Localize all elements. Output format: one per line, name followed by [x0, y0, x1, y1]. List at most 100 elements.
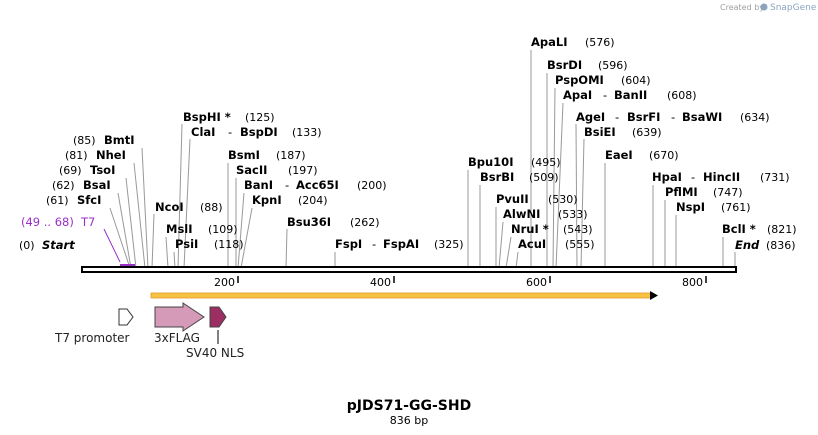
- site-tsoi[interactable]: TsoI: [90, 163, 115, 177]
- site-pos-nspi: (761): [721, 201, 751, 214]
- primer-range: (49 .. 68): [21, 215, 74, 229]
- site-bsmi[interactable]: BsmI: [228, 148, 260, 162]
- site-pos-bmti: (85): [73, 134, 96, 147]
- site-pos-pflmi: (747): [713, 186, 743, 199]
- site-sep-agei: -: [615, 110, 619, 124]
- site-pos-apali: (576): [585, 36, 615, 49]
- primer-name[interactable]: T7: [80, 215, 95, 229]
- site-fspai[interactable]: FspAI: [383, 237, 419, 251]
- site-pos-bani: (200): [357, 179, 387, 192]
- site-nspi[interactable]: NspI: [676, 200, 705, 214]
- site-pos-bsrdi: (596): [598, 59, 628, 72]
- site-pos-ncoi: (88): [200, 201, 223, 214]
- site-pos-tsoi: (69): [59, 164, 82, 177]
- orf-arrow[interactable]: [150, 291, 658, 300]
- plasmid-length: 836 bp: [390, 414, 428, 427]
- site-bsawi[interactable]: BsaWI: [682, 110, 722, 124]
- tick-label-400: 400: [370, 276, 391, 289]
- flag-feature-arrow[interactable]: [154, 302, 205, 332]
- site-acc65i[interactable]: Acc65I: [296, 178, 339, 192]
- site-leader-lines: [109, 50, 736, 269]
- site-sep-hpai: -: [691, 170, 695, 184]
- credit-brand: SnapGene: [770, 3, 817, 13]
- site-pos-bcli: (821): [767, 223, 797, 236]
- tick-label-200: 200: [214, 276, 235, 289]
- ruler-ticks: [237, 276, 707, 283]
- end-label: End: [735, 238, 760, 252]
- site-bpu10i[interactable]: Bpu10I: [468, 155, 513, 169]
- site-pos-kpni: (204): [298, 194, 328, 207]
- tick-label-600: 600: [526, 276, 547, 289]
- site-pflmi[interactable]: PflMI: [665, 185, 698, 199]
- site-pos-hpai: (731): [760, 171, 790, 184]
- site-bspdi[interactable]: BspDI: [240, 125, 278, 139]
- site-psii[interactable]: PsiI: [175, 237, 198, 251]
- site-acui[interactable]: AcuI: [518, 237, 546, 251]
- site-pos-bsiei: (639): [632, 126, 662, 139]
- site-nhei[interactable]: NheI: [96, 148, 126, 162]
- site-pos-sacii: (197): [288, 164, 318, 177]
- site-ncoi[interactable]: NcoI: [155, 200, 184, 214]
- site-pos-psii: (118): [214, 238, 244, 251]
- site-pos-clai: (133): [292, 126, 322, 139]
- site-bcli[interactable]: BclI *: [722, 222, 756, 236]
- feature-label-sv40-nls: SV40 NLS: [186, 346, 244, 360]
- site-pos-bsphi: (125): [245, 111, 275, 124]
- site-agei[interactable]: AgeI: [576, 110, 605, 124]
- tick-label-800: 800: [682, 276, 703, 289]
- site-pos-alwni: (533): [558, 208, 588, 221]
- site-fspi[interactable]: FspI: [335, 237, 362, 251]
- site-bsiei[interactable]: BsiEI: [584, 125, 616, 139]
- site-hincii[interactable]: HincII: [703, 170, 740, 184]
- site-pos-bsmi: (187): [276, 149, 306, 162]
- t7-promoter-arrow[interactable]: [118, 308, 134, 326]
- nls-feature-arrow[interactable]: [209, 306, 227, 328]
- site-pos-sfci: (61): [46, 194, 69, 207]
- site-pos-bpu10i: (495): [531, 156, 561, 169]
- site-pvuii[interactable]: PvuII: [496, 192, 529, 206]
- site-sep-bsrfi: -: [671, 110, 675, 124]
- site-pos-pvuii: (530): [548, 193, 578, 206]
- site-bani[interactable]: BanI: [244, 178, 273, 192]
- plasmid-title: pJDS71-GG-SHD: [347, 398, 471, 414]
- site-pos-nhei: (81): [65, 149, 88, 162]
- site-kpni[interactable]: KpnI: [252, 193, 282, 207]
- site-sacii[interactable]: SacII: [236, 163, 267, 177]
- site-sfci[interactable]: SfcI: [77, 193, 101, 207]
- site-bsai[interactable]: BsaI: [83, 178, 111, 192]
- site-bsrbi[interactable]: BsrBI: [480, 170, 514, 184]
- site-bsphi[interactable]: BspHI *: [183, 110, 231, 124]
- site-bsrdi[interactable]: BsrDI: [547, 58, 582, 72]
- site-pos-bsrbi: (509): [529, 171, 559, 184]
- site-pos-eaei: (670): [649, 149, 679, 162]
- site-msli[interactable]: MslI: [166, 222, 193, 236]
- site-eaei[interactable]: EaeI: [605, 148, 633, 162]
- start-label: Start: [42, 238, 75, 252]
- end-pos: (836): [766, 239, 796, 252]
- site-sep-bani: -: [285, 178, 289, 192]
- site-bsu36i[interactable]: Bsu36I: [287, 215, 331, 229]
- site-alwni[interactable]: AlwNI: [503, 207, 540, 221]
- dna-backbone: [81, 266, 737, 273]
- site-banii[interactable]: BanII: [614, 88, 647, 102]
- site-sep-clai: -: [228, 125, 232, 139]
- site-clai[interactable]: ClaI: [191, 125, 215, 139]
- site-bsrfi[interactable]: BsrFI: [627, 110, 660, 124]
- start-pos: (0): [19, 239, 35, 252]
- site-pos-apai: (608): [667, 89, 697, 102]
- site-pspomi[interactable]: PspOMI: [555, 73, 604, 87]
- site-sep-fspi: -: [372, 237, 376, 251]
- site-apali[interactable]: ApaLI: [531, 35, 568, 49]
- site-hpai[interactable]: HpaI: [652, 170, 682, 184]
- snapgene-logo-icon: [760, 3, 768, 11]
- site-apai[interactable]: ApaI: [563, 88, 592, 102]
- feature-label-3xflag: 3xFLAG: [154, 331, 200, 345]
- site-bmti[interactable]: BmtI: [104, 133, 135, 147]
- site-pos-bsai: (62): [52, 179, 75, 192]
- site-nrui[interactable]: NruI *: [511, 222, 549, 236]
- site-pos-msli: (109): [208, 223, 238, 236]
- feature-label-t7-promoter: T7 promoter: [54, 331, 130, 345]
- site-pos-pspomi: (604): [621, 74, 651, 87]
- site-pos-bsu36i: (262): [350, 216, 380, 229]
- site-pos-fspi: (325): [434, 238, 464, 251]
